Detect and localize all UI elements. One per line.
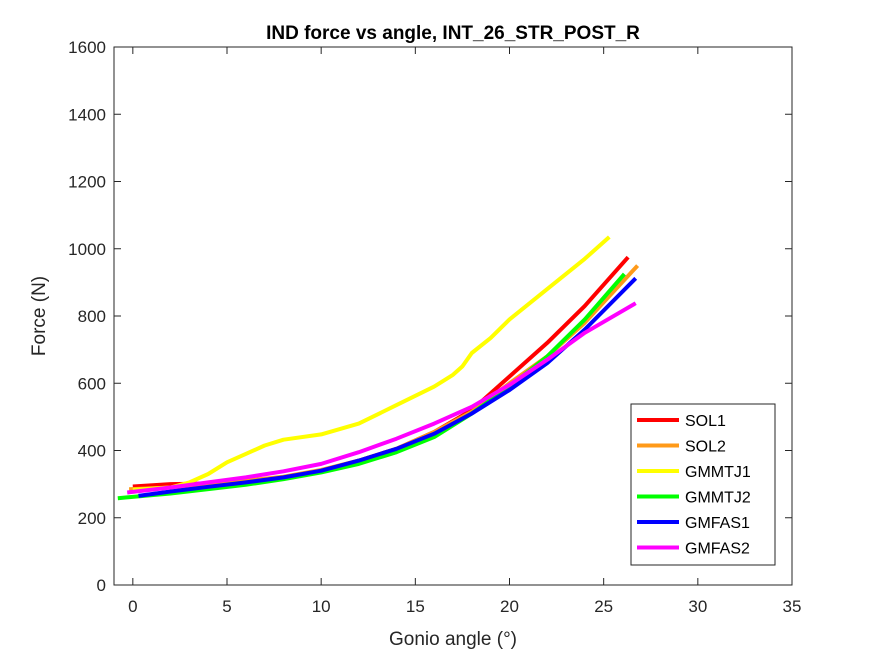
legend: SOL1 SOL2 GMMTJ1 GMMTJ2 GMFAS1 GMFAS2 bbox=[630, 403, 776, 566]
x-tick-label: 0 bbox=[128, 597, 137, 616]
y-tick-label: 1400 bbox=[68, 105, 106, 124]
y-tick-label: 600 bbox=[78, 374, 106, 393]
x-tick-label: 35 bbox=[783, 597, 802, 616]
series-layer bbox=[117, 235, 640, 501]
legend-label-sol2: SOL2 bbox=[685, 439, 726, 456]
y-tick-label: 1200 bbox=[68, 173, 106, 192]
x-tick-label: 20 bbox=[500, 597, 519, 616]
x-tick-label: 15 bbox=[406, 597, 425, 616]
x-tick-label: 25 bbox=[594, 597, 613, 616]
y-tick-label: 400 bbox=[78, 442, 106, 461]
series-line-gmmtj1 bbox=[132, 235, 611, 492]
legend-label-gmmtj1: GMMTJ1 bbox=[685, 464, 751, 481]
x-tick-label: 30 bbox=[688, 597, 707, 616]
series-line-gmmtj2 bbox=[117, 272, 626, 501]
y-axis-label: Force (N) bbox=[29, 276, 50, 356]
legend-label-gmfas1: GMFAS1 bbox=[685, 515, 750, 532]
series-line-gmfas1 bbox=[138, 276, 638, 498]
y-tick-label: 1000 bbox=[68, 240, 106, 259]
series-line-gmfas2 bbox=[126, 301, 637, 495]
axes-layer: 0 5 10 15 20 25 30 35 0 200 400 600 800 1000 1200 1400 1… bbox=[68, 38, 801, 616]
x-tick-label: 10 bbox=[312, 597, 331, 616]
legend-box bbox=[630, 403, 776, 566]
y-tick-label: 1600 bbox=[68, 38, 106, 57]
x-tick-label: 5 bbox=[222, 597, 231, 616]
x-axis-label: Gonio angle (°) bbox=[389, 629, 517, 650]
legend-label-sol1: SOL1 bbox=[685, 413, 726, 430]
y-tick-label: 0 bbox=[97, 576, 106, 595]
chart-title: IND force vs angle, INT_26_STR_POST_R bbox=[266, 23, 640, 44]
y-tick-label: 200 bbox=[78, 509, 106, 528]
legend-label-gmfas2: GMFAS2 bbox=[685, 541, 750, 558]
y-tick-label: 800 bbox=[78, 307, 106, 326]
legend-label-gmmtj2: GMMTJ2 bbox=[685, 490, 751, 507]
